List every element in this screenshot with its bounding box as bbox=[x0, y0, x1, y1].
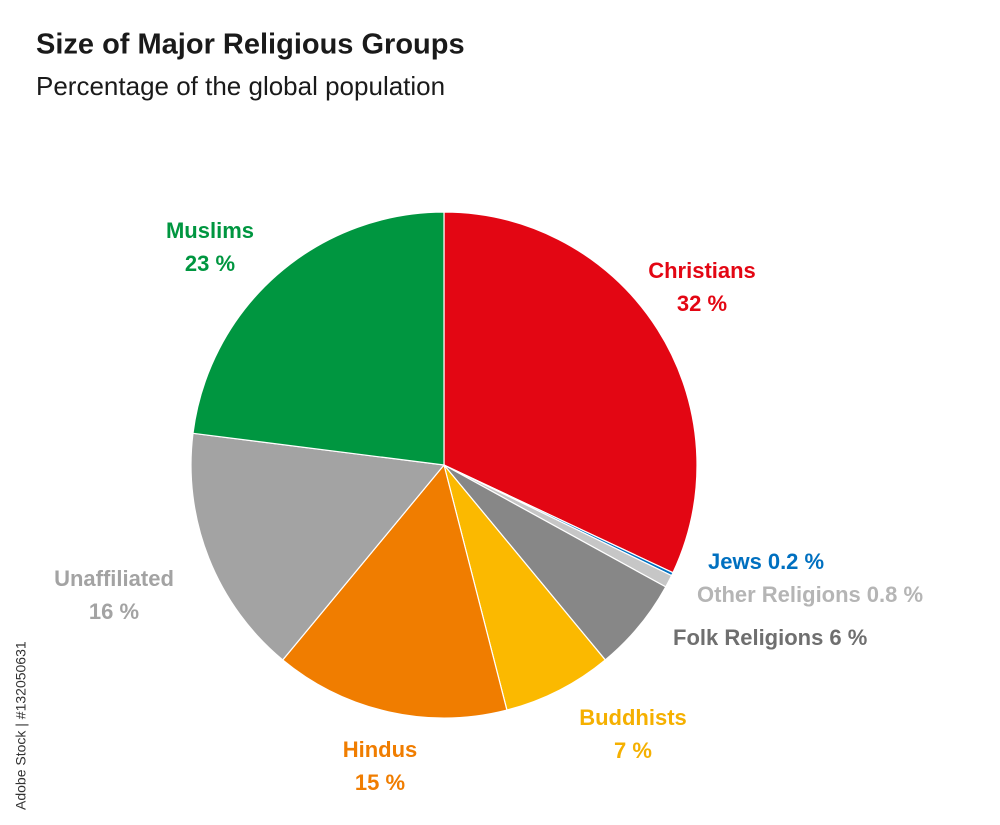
pie-slice bbox=[443, 464, 607, 711]
slice-label: Jews 0.2 % bbox=[708, 549, 824, 574]
category-label: Christians bbox=[648, 258, 756, 283]
value-label: 7 % bbox=[614, 738, 652, 763]
value-label: 23 % bbox=[185, 251, 235, 276]
chart-subtitle: Percentage of the global population bbox=[36, 71, 445, 101]
value-label: 6 % bbox=[829, 625, 867, 650]
value-label: 15 % bbox=[355, 770, 405, 795]
value-label: 16 % bbox=[89, 599, 139, 624]
pie-slice bbox=[281, 463, 508, 719]
chart-title: Size of Major Religious Groups bbox=[36, 29, 465, 61]
pie-slice bbox=[190, 432, 446, 661]
value-label: 32 % bbox=[677, 291, 727, 316]
value-label: 0.8 % bbox=[867, 582, 923, 607]
category-label: Buddhists bbox=[579, 705, 687, 730]
slice-label: Folk Religions 6 % bbox=[673, 625, 867, 650]
category-label: Hindus bbox=[343, 737, 418, 762]
pie-slice bbox=[443, 211, 698, 574]
category-label: Unaffiliated bbox=[54, 566, 174, 591]
category-label: Other Religions bbox=[697, 582, 861, 607]
category-label: Muslims bbox=[166, 218, 254, 243]
category-label: Folk Religions bbox=[673, 625, 823, 650]
watermark: Adobe Stock | #132050631 bbox=[13, 641, 29, 810]
value-label: 0.2 % bbox=[768, 549, 824, 574]
pie-slice bbox=[192, 211, 445, 466]
slice-label: Other Religions 0.8 % bbox=[697, 582, 923, 607]
pie bbox=[190, 211, 698, 719]
category-label: Jews bbox=[708, 549, 762, 574]
